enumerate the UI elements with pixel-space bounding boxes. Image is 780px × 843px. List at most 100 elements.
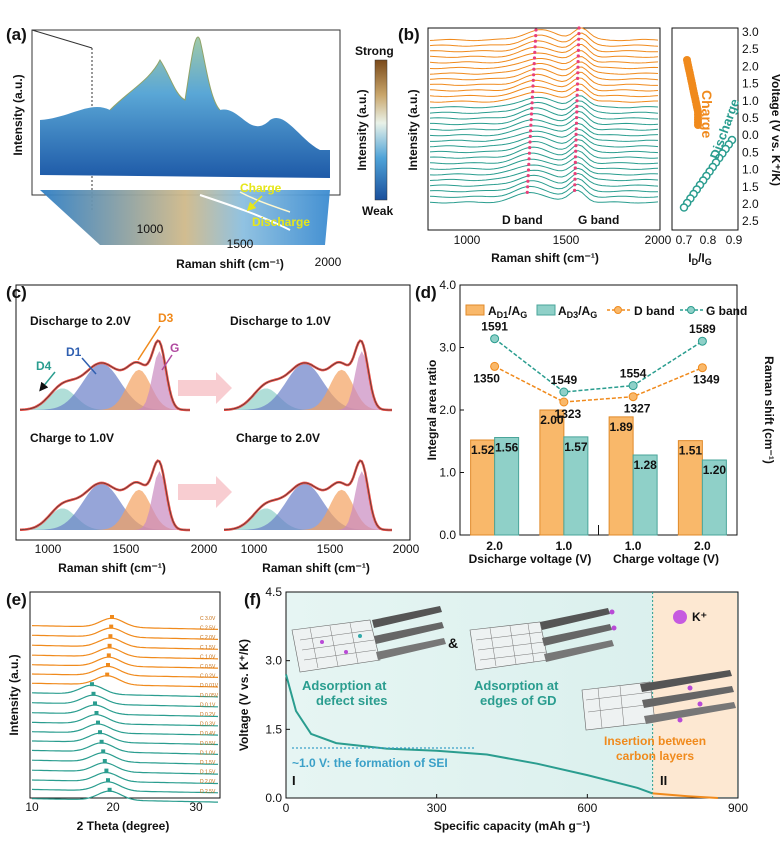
xrd-trace [31, 781, 219, 794]
box-edge [31, 29, 93, 49]
bar-value-d3: 1.20 [703, 463, 727, 477]
side-x-tick: 0.7 [676, 233, 693, 247]
g-band-marker [574, 149, 578, 153]
xrd-trace [32, 675, 219, 688]
x-tick: 2000 [393, 542, 420, 556]
xrd-peak-marker [108, 634, 113, 639]
curve-region-ii [652, 792, 718, 799]
curve-region-i [285, 674, 653, 795]
d-band-label: D band [502, 213, 543, 227]
xrd-peak-marker [106, 778, 110, 783]
xrd-trace [32, 732, 218, 746]
raw-spectrum [224, 340, 392, 411]
d-band-marker [533, 39, 538, 43]
xrd-trace [31, 723, 219, 736]
xrd-peak-marker [110, 615, 114, 619]
axis-ticks: 0 300 600 900 0.0 1.5 3.0 4.5 [265, 585, 748, 815]
xrd-trace [32, 627, 219, 640]
xrd-trace [32, 714, 218, 727]
legend-label-gband: G band [706, 304, 747, 318]
graphene-stack-3 [640, 670, 736, 724]
trace-label: C 1.0V [200, 654, 216, 660]
x-axis-label-left: Dsicharge voltage (V) [469, 552, 592, 566]
x-tick: 1000 [241, 542, 268, 556]
x-axis-label: Raman shift (cm⁻¹) [262, 561, 370, 575]
y-tick-label: 0.0 [265, 791, 282, 805]
x-tick: 1000 [35, 542, 62, 556]
g-band-marker [573, 155, 578, 159]
surface-ridge [109, 36, 221, 111]
spectrum-trace [429, 44, 659, 58]
arrow [81, 357, 97, 375]
plot-box [31, 29, 341, 196]
xrd-trace [32, 790, 218, 803]
spectrum-trace [429, 100, 659, 114]
g-band-marker [576, 65, 580, 69]
anno-defect-2: defect sites [316, 693, 388, 708]
colorbar-strong: Strong [355, 44, 394, 58]
x-axis-label: Raman shift (cm⁻¹) [491, 251, 599, 265]
spectrum-trace [429, 156, 659, 170]
d-band-marker [526, 168, 531, 172]
y-tick-label: 2.0 [439, 403, 456, 417]
xrd-trace [31, 665, 219, 678]
trace-label: D 0.2V [200, 712, 216, 718]
xrd-peak-marker [106, 653, 111, 658]
panel-a-label: (a) [6, 25, 27, 44]
legend-swatch-d3 [536, 304, 556, 316]
raw-spectrum [20, 460, 190, 531]
g-band-marker [574, 121, 579, 125]
transition-arrow [178, 476, 232, 508]
y-tick-label: 1.0 [439, 466, 456, 480]
bar-value-d3: 1.57 [564, 440, 588, 454]
g-band-marker [574, 127, 578, 131]
d-band-marker [530, 101, 534, 105]
y-tick-label: 3.0 [265, 654, 282, 668]
panel-b-label: (b) [398, 25, 420, 44]
d-band-marker [532, 67, 536, 71]
x-tick-label: 2.0 [486, 539, 503, 553]
spectrum-trace [430, 128, 659, 142]
side-y-label: Voltage (V vs. K⁺/K) [769, 74, 780, 186]
z-axis-label: Intensity (a.u.) [11, 74, 25, 155]
xrd-trace [31, 637, 219, 650]
graphene-stack-1 [372, 606, 446, 660]
spectrum-trace [429, 27, 659, 42]
g-band-point [628, 381, 638, 391]
d-band-marker [528, 146, 532, 150]
fit-peak [20, 363, 190, 410]
d-band-marker [534, 28, 538, 32]
side-y-tick: 2.5 [742, 214, 759, 228]
charge-point [694, 121, 702, 129]
xrd-trace [31, 617, 219, 630]
y-tick-label: 0.0 [439, 528, 456, 542]
side-y-tick: 0.5 [742, 111, 759, 125]
spectrum-trace [429, 122, 659, 137]
region-ii-label: II [660, 773, 667, 788]
spectrum-trace [429, 105, 659, 120]
xrd-peak-marker [99, 739, 104, 744]
g-band-point [559, 387, 569, 397]
fit-peak [224, 483, 392, 530]
side-y-tick: 3.0 [742, 25, 759, 39]
xrd-peak-marker [107, 787, 112, 792]
panel-f-label: (f) [244, 590, 261, 609]
spectrum-trace [429, 56, 659, 70]
side-y-ticks: 3.0 2.5 2.0 1.5 1.0 0.5 0.0 0.5 1.0 1.5 2.0 2.5 [742, 25, 759, 228]
g-band-marker [576, 54, 580, 58]
g-band-marker [575, 104, 579, 108]
fit-peak [224, 508, 392, 530]
g-band-marker [574, 138, 578, 142]
spectrum-trace [429, 61, 659, 75]
xrd-trace [31, 704, 219, 718]
d-band-marker [531, 78, 535, 82]
g-band-marker [576, 76, 580, 80]
g-band-marker [577, 31, 581, 36]
fit-peak [20, 388, 190, 410]
trace-label: D 0.01V [200, 683, 219, 689]
xrd-peak-marker [106, 663, 110, 667]
trace-label: C 1.5V [200, 645, 216, 651]
d-band-value: 1327 [624, 402, 651, 416]
d-band-marker [526, 179, 530, 183]
plot-frame [15, 284, 411, 541]
